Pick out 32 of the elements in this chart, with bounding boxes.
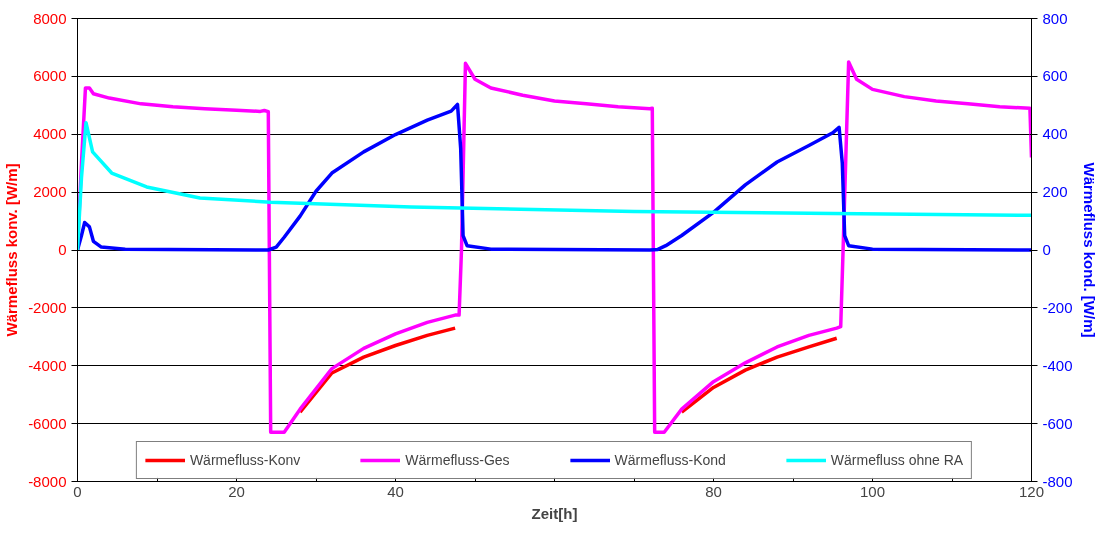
y2-tick-label: 800 bbox=[1042, 9, 1068, 27]
y-tick-label: -4000 bbox=[28, 356, 67, 374]
y2-tick-label: 0 bbox=[1042, 241, 1051, 258]
x-tick-label: 40 bbox=[387, 482, 404, 500]
x-tick-label: 20 bbox=[228, 482, 245, 500]
y-tick-label: -8000 bbox=[28, 472, 67, 490]
x-tick-label: 0 bbox=[73, 482, 82, 500]
legend-label: Wärmefluss ohne RA bbox=[830, 452, 964, 468]
y2-tick-label: -600 bbox=[1042, 414, 1073, 432]
legend-label: Wärmefluss-Kond bbox=[614, 452, 726, 468]
legend-label: Wärmefluss-Ges bbox=[405, 452, 510, 468]
x-tick-label: 100 bbox=[859, 482, 886, 500]
y-tick-label: 4000 bbox=[33, 125, 67, 143]
y2-tick-label: -400 bbox=[1042, 356, 1073, 374]
x-tick-label: 80 bbox=[705, 482, 722, 500]
y-tick-label: -6000 bbox=[28, 414, 67, 432]
y-tick-label: 6000 bbox=[33, 67, 67, 85]
line-series bbox=[77, 60, 1032, 435]
y2-tick-label: -200 bbox=[1042, 298, 1073, 316]
legend-label: Wärmefluss-Konv bbox=[189, 452, 301, 468]
y-tick-label: 0 bbox=[58, 241, 67, 258]
y2-tick-label: 200 bbox=[1042, 183, 1068, 201]
y2-tick-label: -800 bbox=[1042, 472, 1073, 490]
y2-axis-title: Wärmefluss kond. [W/m] bbox=[1080, 162, 1098, 338]
y2-tick-label: 600 bbox=[1042, 67, 1068, 85]
x-tick-label: 120 bbox=[1018, 482, 1045, 500]
y-tick-label: 8000 bbox=[33, 9, 67, 27]
x-axis-title: Zeit[h] bbox=[531, 504, 578, 522]
y-tick-label: 2000 bbox=[33, 183, 67, 201]
y-axis-title: Wärmefluss konv. [W/m] bbox=[3, 163, 21, 337]
y2-tick-label: 400 bbox=[1042, 125, 1068, 143]
y-tick-label: -2000 bbox=[28, 298, 67, 316]
